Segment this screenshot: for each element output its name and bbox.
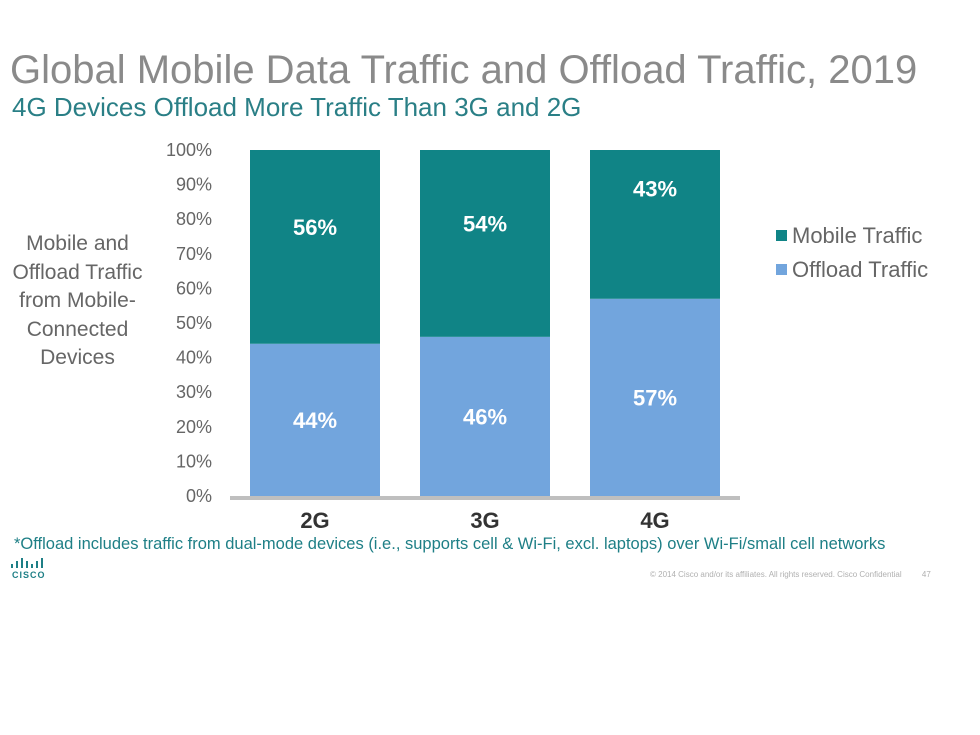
y-tick-label: 0%: [186, 486, 212, 506]
data-label: 44%: [293, 408, 337, 433]
data-label: 43%: [633, 176, 677, 201]
copyright-notice: © 2014 Cisco and/or its affiliates. All …: [650, 570, 931, 579]
footnote: *Offload includes traffic from dual-mode…: [14, 535, 886, 553]
x-axis-categories: 2G 3G 4G: [300, 508, 669, 530]
x-category-label: 2G: [300, 508, 329, 530]
bar-3G-offload: [420, 336, 550, 496]
copyright-text: © 2014 Cisco and/or its affiliates. All …: [650, 570, 902, 579]
legend: Mobile Traffic Offload Traffic: [776, 223, 928, 282]
cisco-logo-text: CISCO: [12, 570, 46, 580]
y-tick-label: 70%: [176, 244, 212, 264]
chart-title: Global Mobile Data Traffic and Offload T…: [10, 48, 918, 92]
y-tick-label: 90%: [176, 175, 212, 195]
y-tick-label: 10%: [176, 451, 212, 471]
legend-label: Offload Traffic: [792, 257, 928, 282]
data-label: 54%: [463, 211, 507, 236]
y-tick-label: 30%: [176, 382, 212, 402]
y-tick-label: 50%: [176, 313, 212, 333]
stacked-bar-chart: 0% 10% 20% 30% 40% 50% 60% 70% 80% 90% 100% 44% 56%…: [166, 140, 928, 530]
bars: 44% 56% 46% 54% 57% 43%: [250, 150, 720, 496]
x-category-label: 3G: [470, 508, 499, 530]
y-axis-label: Mobile and Offload Traffic from Mobile-C…: [12, 232, 143, 369]
bar-4G-offload: [590, 298, 720, 496]
chart-subtitle: 4G Devices Offload More Traffic Than 3G …: [12, 92, 582, 122]
data-label: 46%: [463, 404, 507, 429]
data-label: 56%: [293, 215, 337, 240]
bar-2G-offload: [250, 343, 380, 496]
bar-2G-mobile: [250, 150, 380, 344]
page-number: 47: [921, 570, 931, 579]
y-tick-label: 100%: [166, 140, 212, 160]
bar-3G-mobile: [420, 150, 550, 337]
bar-4G-mobile: [590, 150, 720, 299]
legend-swatch: [776, 264, 787, 275]
y-tick-label: 20%: [176, 417, 212, 437]
x-category-label: 4G: [640, 508, 669, 530]
data-label: 57%: [633, 385, 677, 410]
y-tick-label: 80%: [176, 209, 212, 229]
y-tick-label: 60%: [176, 278, 212, 298]
cisco-bridge-icon: [11, 558, 43, 568]
legend-swatch: [776, 230, 787, 241]
y-axis-ticks: 0% 10% 20% 30% 40% 50% 60% 70% 80% 90% 100%: [166, 140, 212, 506]
y-tick-label: 40%: [176, 348, 212, 368]
legend-label: Mobile Traffic: [792, 223, 922, 248]
